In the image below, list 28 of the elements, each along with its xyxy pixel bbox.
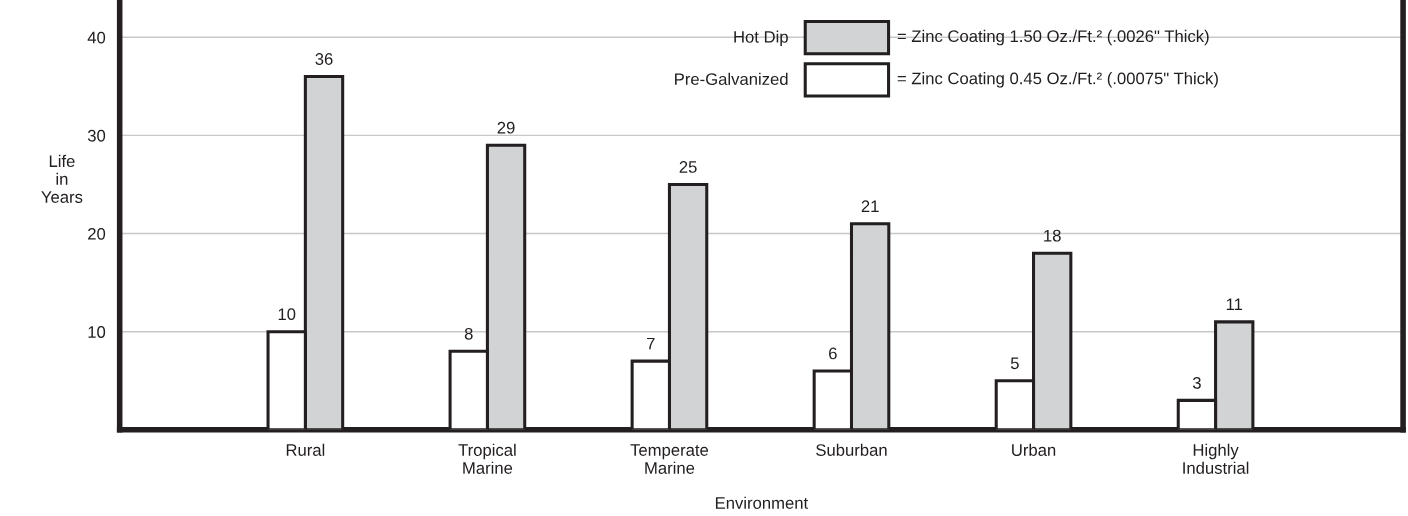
data-label: 5 — [1010, 357, 1019, 370]
data-label: 10 — [278, 308, 296, 321]
data-label: 36 — [315, 53, 333, 65]
data-label: 3 — [1192, 376, 1201, 389]
data-label: 18 — [1044, 229, 1061, 242]
x-tick-label: Rural — [286, 443, 325, 456]
data-label: 11 — [1226, 298, 1243, 311]
annotation: = Zinc Coating 0.45 Oz./Ft.² (.00075" Thick) — [897, 72, 1218, 88]
y-tick-label: 40 — [87, 31, 106, 44]
legend-label: Hot Dip — [734, 30, 788, 47]
y-tick-label: 30 — [87, 129, 106, 142]
legend-label: Pre-Galvanized — [675, 72, 788, 86]
data-label: 25 — [679, 161, 697, 173]
data-label: 7 — [647, 337, 655, 350]
data-label: 6 — [829, 347, 837, 360]
data-label: 8 — [464, 327, 473, 340]
y-tick-label: 10 — [88, 326, 106, 338]
data-label: 21 — [861, 200, 879, 212]
y-tick-label: 20 — [88, 227, 106, 240]
data-label: 29 — [497, 121, 515, 134]
x-tick-label: Suburban — [816, 443, 887, 456]
x-tick-label: Urban — [1012, 443, 1056, 456]
y-axis-title: Life in Years — [41, 154, 83, 203]
x-tick-label: Temperate Marine — [630, 444, 709, 474]
x-tick-label: Tropical Marine — [458, 443, 516, 474]
x-axis-title: Environment — [715, 496, 809, 509]
x-tick-label: Highly Industrial — [1183, 443, 1249, 474]
annotation: = Zinc Coating 1.50 Oz./Ft.² (.0026" Thick) — [897, 29, 1209, 46]
